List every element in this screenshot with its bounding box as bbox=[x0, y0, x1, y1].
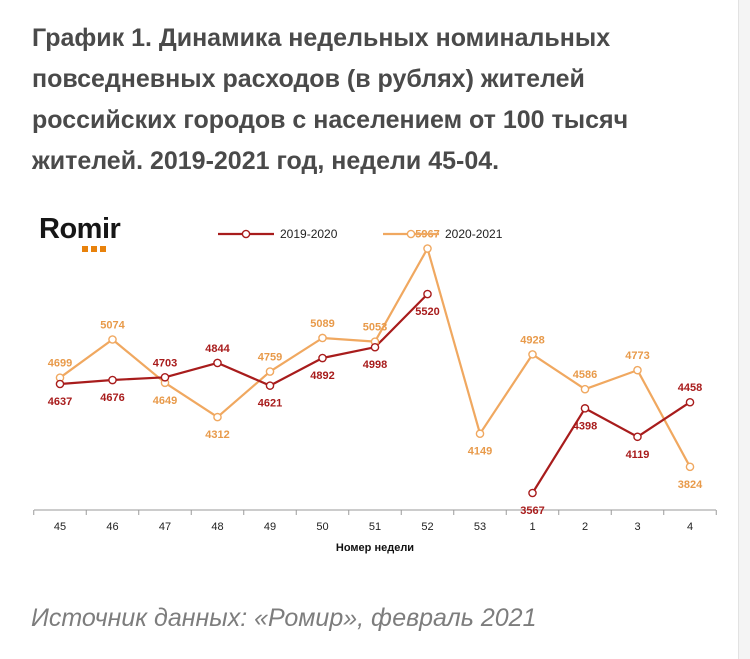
data-label-2019-2020: 4637 bbox=[48, 396, 72, 408]
data-label-2020-2021: 5053 bbox=[363, 322, 387, 334]
data-label-2020-2021: 5089 bbox=[310, 318, 334, 330]
data-label-2019-2020: 3567 bbox=[520, 505, 544, 517]
data-point-2020-2021 bbox=[213, 412, 222, 422]
x-axis-title: Номер недели bbox=[336, 542, 414, 554]
data-label-2020-2021: 4773 bbox=[625, 350, 649, 362]
romir-logo: Romir bbox=[39, 213, 121, 245]
data-point-2020-2021 bbox=[528, 350, 537, 359]
x-tick-label: 53 bbox=[474, 521, 486, 533]
data-label-2019-2020: 5520 bbox=[415, 306, 439, 318]
data-label-2020-2021: 4928 bbox=[520, 334, 544, 346]
data-point-2020-2021 bbox=[108, 335, 117, 344]
data-label-2020-2021: 4312 bbox=[205, 429, 229, 441]
x-tick-label: 2 bbox=[582, 521, 588, 533]
x-tick-label: 4 bbox=[687, 521, 693, 533]
x-tick-label: 50 bbox=[316, 521, 328, 533]
data-point-2019-2020 bbox=[528, 488, 537, 498]
data-point-2020-2021 bbox=[265, 367, 275, 376]
data-point-2019-2020 bbox=[160, 372, 170, 382]
data-point-2019-2020 bbox=[108, 375, 117, 385]
data-point-2019-2020 bbox=[55, 379, 65, 389]
data-label-2019-2020: 4119 bbox=[626, 449, 650, 461]
x-tick-label: 1 bbox=[529, 521, 535, 533]
data-point-2020-2021 bbox=[685, 462, 695, 472]
data-label-2019-2020: 4703 bbox=[153, 357, 177, 369]
data-point-2019-2020 bbox=[318, 353, 327, 363]
data-label-2020-2021: 3824 bbox=[678, 479, 703, 491]
logo-dot bbox=[91, 246, 97, 252]
data-point-2020-2021 bbox=[633, 365, 642, 375]
data-label-2020-2021: 4586 bbox=[573, 369, 597, 381]
data-point-2020-2021 bbox=[475, 429, 485, 439]
x-tick-label: 49 bbox=[264, 521, 276, 533]
x-tick-label: 47 bbox=[159, 521, 171, 533]
data-label-2019-2020: 4458 bbox=[678, 382, 702, 394]
legend-label: 2020-2021 bbox=[445, 227, 503, 241]
data-point-2020-2021 bbox=[580, 384, 590, 394]
data-point-2020-2021 bbox=[423, 244, 432, 253]
data-label-2020-2021: 4759 bbox=[258, 352, 282, 364]
data-label-2020-2021: 4149 bbox=[468, 446, 492, 458]
x-tick-label: 46 bbox=[106, 521, 118, 533]
page-edge bbox=[738, 0, 750, 659]
chart-headline: График 1. Динамика недельных номинальных… bbox=[32, 24, 629, 175]
data-label-2020-2021: 4649 bbox=[153, 395, 177, 407]
logo-dot bbox=[82, 246, 88, 252]
data-point-2019-2020 bbox=[685, 397, 695, 407]
data-label-2019-2020: 4892 bbox=[310, 370, 334, 382]
data-label-2019-2020: 4621 bbox=[258, 398, 282, 410]
line-chart: 45 46 47 48 49 50 51 52 53 1 2 3 4 Номер недели 4637 46… bbox=[33, 227, 717, 554]
data-point-2019-2020 bbox=[213, 358, 222, 368]
data-label-2019-2020: 4398 bbox=[573, 420, 597, 432]
data-point-2019-2020 bbox=[370, 342, 380, 352]
legend-swatch-marker bbox=[406, 229, 416, 239]
data-label-2019-2020: 4676 bbox=[100, 392, 124, 404]
x-tick-label: 45 bbox=[54, 521, 66, 533]
x-tick-label: 3 bbox=[634, 521, 640, 533]
data-point-2019-2020 bbox=[580, 404, 590, 413]
legend-label: 2019-2020 bbox=[280, 227, 338, 241]
x-tick-label: 52 bbox=[421, 521, 433, 533]
data-point-2019-2020 bbox=[265, 381, 275, 390]
data-point-2020-2021 bbox=[318, 333, 327, 343]
x-tick-label: 51 bbox=[369, 521, 381, 533]
data-source-note: Источник данных: «Ромир», февраль 2021 bbox=[31, 604, 537, 632]
data-point-2019-2020 bbox=[633, 432, 642, 442]
series-line-2019-2020 bbox=[58, 293, 692, 495]
data-label-2019-2020: 4844 bbox=[205, 343, 230, 355]
data-label-2019-2020: 4998 bbox=[363, 359, 387, 371]
x-tick-label: 48 bbox=[211, 521, 223, 533]
data-point-2019-2020 bbox=[423, 289, 432, 299]
logo-dot bbox=[100, 246, 106, 252]
romir-logo-dots bbox=[82, 246, 106, 252]
legend-swatch-marker bbox=[241, 229, 251, 239]
data-label-2020-2021: 4699 bbox=[48, 358, 72, 370]
data-label-2020-2021: 5074 bbox=[100, 320, 125, 332]
